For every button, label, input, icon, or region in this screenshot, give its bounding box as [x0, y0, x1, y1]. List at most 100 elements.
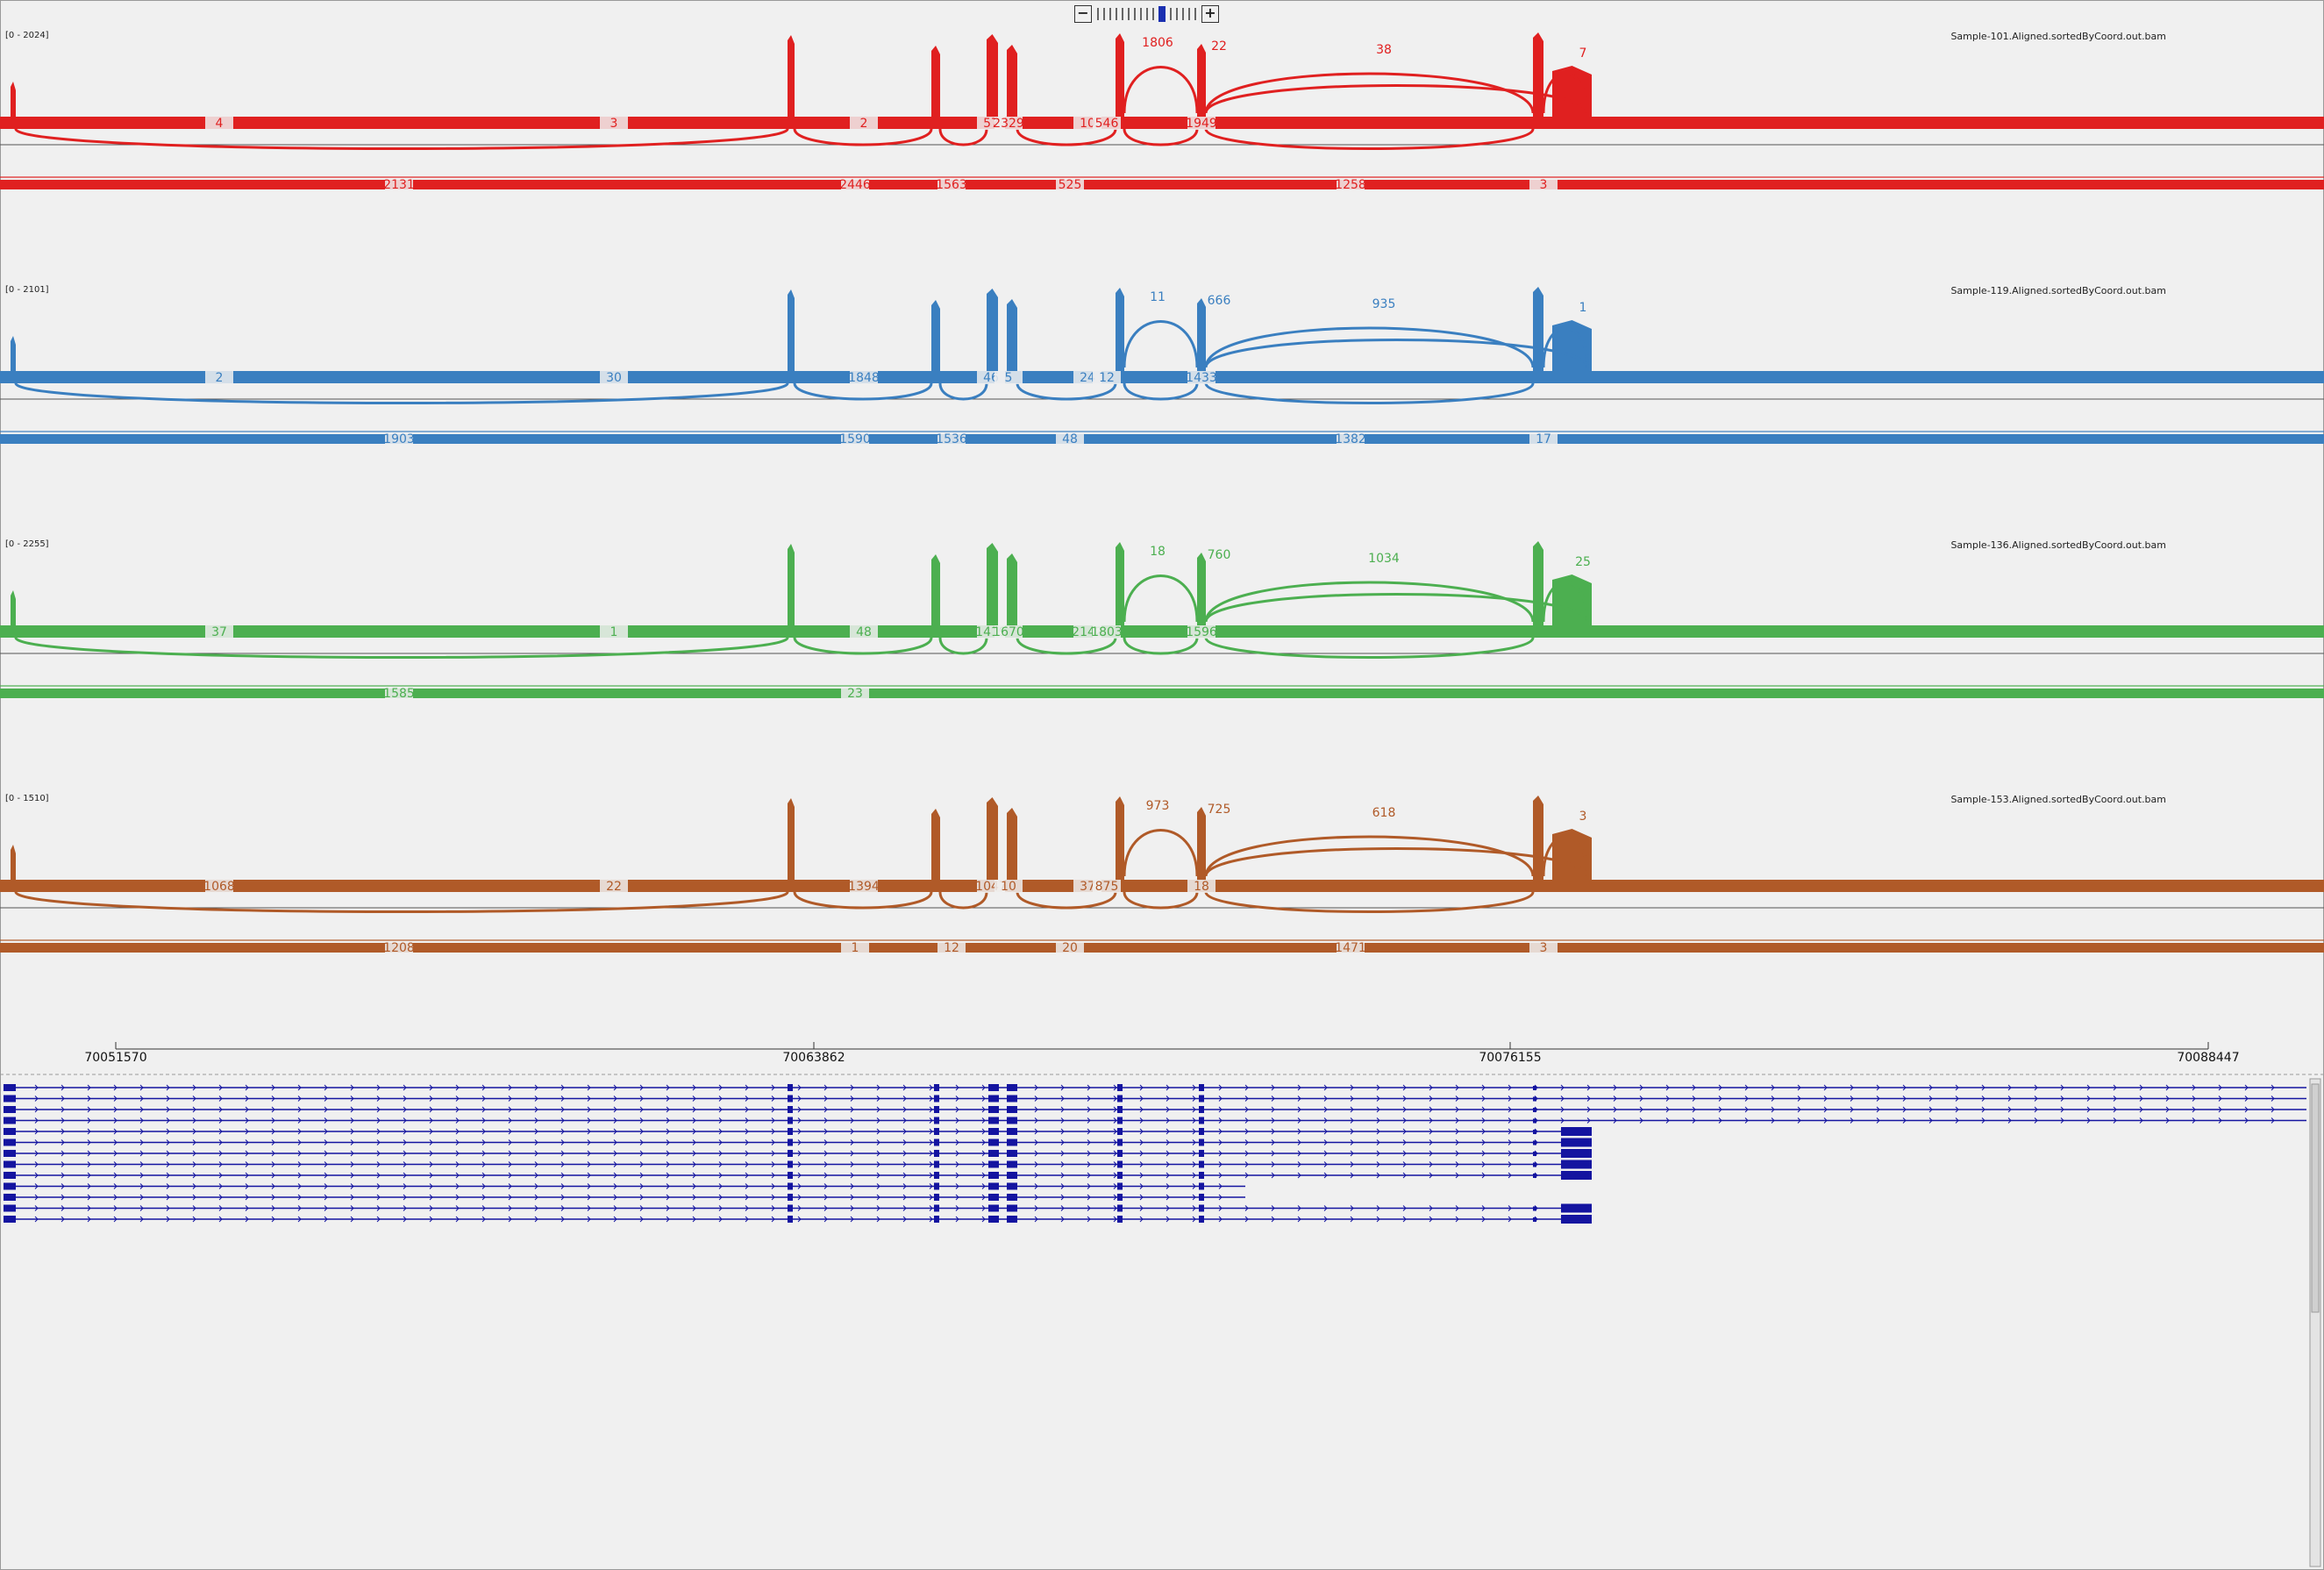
junction-arc[interactable] [1123, 829, 1199, 877]
junction-arc[interactable] [938, 891, 988, 910]
junction-count-label[interactable]: 1949 [1186, 117, 1217, 131]
junction-arc[interactable] [1204, 891, 1535, 913]
junction-count-label[interactable]: 875 [1095, 880, 1119, 894]
junction-count-label[interactable]: 1382 [1335, 432, 1366, 446]
junction-arc[interactable] [1123, 891, 1199, 910]
junction-arc[interactable] [793, 382, 933, 401]
junction-count-label[interactable]: 1563 [936, 178, 967, 192]
transcript[interactable] [4, 1171, 1592, 1180]
junction-count-label[interactable]: 546 [1095, 117, 1119, 131]
junction-count-label[interactable]: 1471 [1335, 941, 1366, 955]
zoom-tick[interactable] [1194, 8, 1196, 20]
junction-arc[interactable] [1204, 835, 1535, 877]
junction-count-label[interactable]: 725 [1208, 803, 1231, 817]
junction-count-label[interactable]: 2131 [383, 178, 415, 192]
zoom-level-slider[interactable] [1097, 6, 1196, 22]
zoom-tick[interactable] [1134, 8, 1136, 20]
junction-arc[interactable] [1542, 326, 1589, 368]
transcript[interactable] [4, 1127, 1592, 1136]
zoom-tick[interactable] [1158, 6, 1166, 22]
junction-arc[interactable] [793, 891, 933, 910]
junction-count-label[interactable]: 1903 [383, 432, 415, 446]
transcript[interactable] [4, 1138, 1592, 1147]
junction-arc[interactable] [14, 890, 789, 913]
junction-arc[interactable] [1542, 72, 1589, 114]
junction-count-label[interactable]: 1596 [1186, 625, 1217, 639]
junction-count-label[interactable]: 7 [1579, 46, 1587, 61]
junction-arc[interactable] [1123, 637, 1199, 655]
junction-arc[interactable] [1123, 66, 1199, 114]
junction-arc[interactable] [938, 128, 988, 146]
zoom-out-button[interactable]: − [1074, 5, 1092, 23]
junction-arc[interactable] [14, 127, 789, 150]
junction-arc[interactable] [1016, 637, 1117, 655]
junction-arc[interactable] [1016, 891, 1117, 910]
junction-arc[interactable] [1204, 382, 1535, 404]
junction-count-label[interactable]: 1590 [839, 432, 871, 446]
coverage-track[interactable]: [0 - 2255] Sample-136.Aligned.sortedByCoo… [0, 539, 2324, 701]
junction-count-label[interactable]: 1034 [1368, 552, 1400, 566]
junction-count-label[interactable]: 3 [1579, 810, 1587, 824]
transcript[interactable] [4, 1084, 2306, 1091]
junction-count-label[interactable]: 38 [1376, 43, 1392, 57]
junction-arc[interactable] [1542, 581, 1589, 623]
junction-count-label[interactable]: 1 [1579, 301, 1587, 315]
junction-arc[interactable] [1204, 128, 1535, 150]
transcript[interactable] [4, 1203, 1592, 1213]
junction-count-label[interactable]: 1433 [1186, 371, 1217, 385]
junction-arc[interactable] [1204, 593, 1589, 623]
junction-count-label[interactable]: 23 [847, 687, 863, 701]
junction-arc[interactable] [1204, 326, 1535, 368]
transcript[interactable] [4, 1194, 1245, 1201]
junction-arc[interactable] [1123, 320, 1199, 368]
junction-arc[interactable] [1204, 637, 1535, 659]
junction-count-label[interactable]: 1068 [203, 880, 235, 894]
junction-arc[interactable] [1204, 581, 1535, 623]
coverage-track[interactable]: [0 - 2024] Sample-101.Aligned.sortedByCoo… [0, 31, 2324, 192]
zoom-tick[interactable] [1188, 8, 1190, 20]
junction-arc[interactable] [938, 382, 988, 401]
junction-count-label[interactable]: 30 [606, 371, 622, 385]
junction-count-label[interactable]: 618 [1372, 806, 1396, 820]
junction-count-label[interactable]: 1670 [993, 625, 1024, 639]
gene-track-scroll-thumb[interactable] [2311, 1083, 2320, 1313]
junction-arc[interactable] [14, 636, 789, 659]
junction-count-label[interactable]: 48 [856, 625, 872, 639]
junction-count-label[interactable]: 12 [944, 941, 959, 955]
junction-count-label[interactable]: 1258 [1335, 178, 1366, 192]
junction-count-label[interactable]: 22 [606, 880, 622, 894]
junction-count-label[interactable]: 760 [1208, 548, 1231, 562]
zoom-tick[interactable] [1146, 8, 1148, 20]
zoom-tick[interactable] [1128, 8, 1130, 20]
junction-count-label[interactable]: 2329 [993, 117, 1024, 131]
junction-count-label[interactable]: 12 [1099, 371, 1115, 385]
zoom-tick[interactable] [1152, 8, 1154, 20]
junction-arc[interactable] [1016, 128, 1117, 146]
junction-count-label[interactable]: 20 [1062, 941, 1078, 955]
junction-count-label[interactable]: 4 [216, 117, 224, 131]
junction-count-label[interactable]: 37 [211, 625, 227, 639]
transcript[interactable] [4, 1215, 1592, 1224]
junction-arc[interactable] [1204, 847, 1589, 877]
transcript[interactable] [4, 1182, 1245, 1190]
junction-arc[interactable] [1204, 84, 1589, 114]
junction-arc[interactable] [1204, 72, 1535, 114]
zoom-widget[interactable]: − + [1074, 4, 1219, 25]
junction-count-label[interactable]: 1 [852, 941, 859, 955]
junction-count-label[interactable]: 1803 [1091, 625, 1123, 639]
transcript[interactable] [4, 1149, 1592, 1158]
zoom-tick[interactable] [1182, 8, 1184, 20]
transcript[interactable] [4, 1160, 1592, 1169]
junction-arc[interactable] [1123, 128, 1199, 146]
junction-arc[interactable] [793, 637, 933, 655]
junction-count-label[interactable]: 18 [1150, 545, 1166, 559]
junction-count-label[interactable]: 1 [610, 625, 618, 639]
junction-count-label[interactable]: 3 [1540, 178, 1548, 192]
junction-count-label[interactable]: 935 [1372, 297, 1396, 311]
junction-arc[interactable] [1204, 339, 1589, 368]
junction-count-label[interactable]: 17 [1536, 432, 1551, 446]
zoom-tick[interactable] [1176, 8, 1178, 20]
coverage-track[interactable]: [0 - 1510] Sample-153.Aligned.sortedByCoo… [0, 794, 2324, 955]
junction-count-label[interactable]: 25 [1575, 555, 1591, 569]
junction-arc[interactable] [793, 128, 933, 146]
